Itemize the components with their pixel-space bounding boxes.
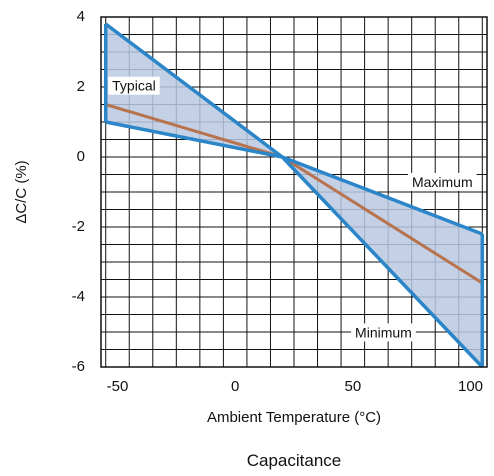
annotation-label: Typical <box>112 78 156 94</box>
annotations: Typical Maximum Minimum <box>108 76 477 342</box>
envelope-fill <box>105 24 483 367</box>
x-axis-label: Ambient Temperature (°C) <box>207 409 381 426</box>
x-tick-label: 0 <box>231 378 239 395</box>
y-tick-label: 4 <box>77 8 85 25</box>
x-tick-label: -50 <box>107 378 129 395</box>
y-tick-label: -4 <box>72 288 85 305</box>
annotation-background <box>351 323 416 342</box>
annotation-minimum: Minimum <box>351 323 416 342</box>
annotation-maximum: Maximum <box>407 172 477 191</box>
y-tick-label: 2 <box>77 78 85 95</box>
chart-caption: Capacitance <box>247 451 342 470</box>
annotation-background <box>108 76 160 95</box>
y-tick-label: 0 <box>77 148 85 165</box>
y-axis-label: ΔC/C (%) <box>13 160 30 223</box>
annotation-typical: Typical <box>108 76 160 95</box>
envelope-area <box>105 24 483 367</box>
x-tick-label: 100 <box>458 378 483 395</box>
minimum-line <box>105 120 484 369</box>
y-tick-label: -6 <box>72 358 85 375</box>
annotation-label: Maximum <box>412 174 473 190</box>
annotation-background <box>407 172 477 191</box>
series-lines <box>103 22 485 369</box>
x-tick-label: 50 <box>344 378 361 395</box>
tick-labels: -50 0 50 100 4 2 0 -2 -4 -6 <box>72 8 483 395</box>
plot-border <box>100 16 488 368</box>
annotation-label: Minimum <box>355 324 412 340</box>
plot-frame <box>100 16 488 368</box>
y-tick-label: -2 <box>72 218 85 235</box>
